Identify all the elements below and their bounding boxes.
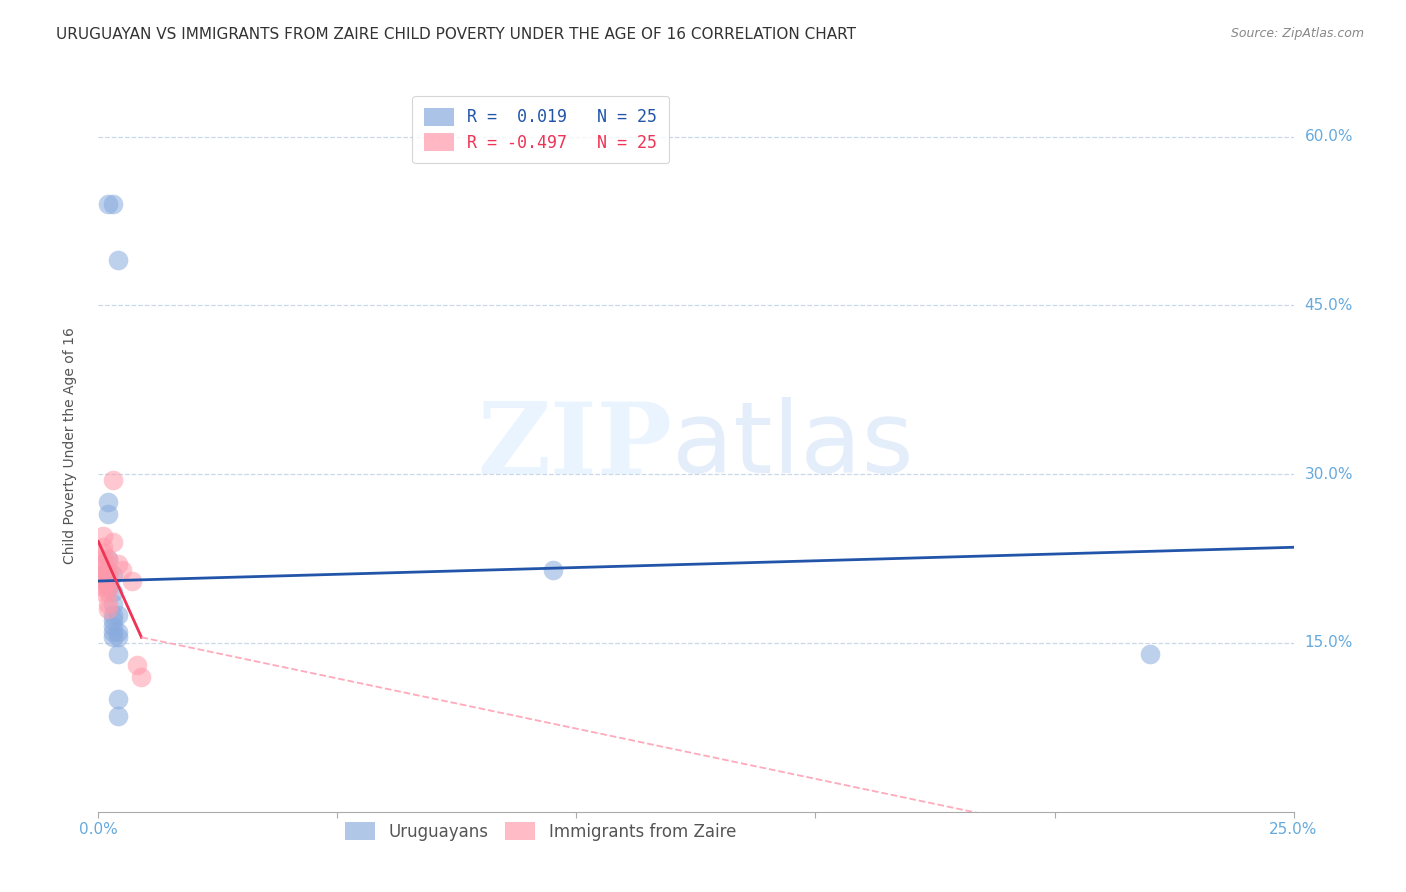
Point: [97, 580, 120, 594]
Point: [91, 585, 114, 599]
Point: [121, 574, 143, 588]
Point: [91, 568, 114, 582]
Point: [97, 580, 120, 594]
Point: [131, 670, 153, 684]
Point: [101, 585, 124, 599]
Point: [101, 619, 124, 633]
Point: [101, 197, 124, 211]
Point: [1139, 647, 1161, 661]
Point: [97, 563, 120, 577]
Point: [107, 692, 129, 706]
Point: [97, 507, 120, 521]
Text: URUGUAYAN VS IMMIGRANTS FROM ZAIRE CHILD POVERTY UNDER THE AGE OF 16 CORRELATION: URUGUAYAN VS IMMIGRANTS FROM ZAIRE CHILD…: [56, 27, 856, 42]
Point: [91, 541, 114, 555]
Point: [101, 614, 124, 628]
Text: 60.0%: 60.0%: [1305, 129, 1353, 144]
Legend: Uruguayans, Immigrants from Zaire: Uruguayans, Immigrants from Zaire: [339, 815, 742, 847]
Point: [97, 197, 120, 211]
Point: [101, 473, 124, 487]
Point: [91, 546, 114, 560]
Point: [107, 557, 129, 571]
Point: [101, 630, 124, 644]
Point: [97, 602, 120, 616]
Point: [97, 551, 120, 566]
Point: [97, 568, 120, 582]
Point: [111, 563, 134, 577]
Point: [107, 607, 129, 622]
Point: [101, 568, 124, 582]
Point: [97, 568, 120, 582]
Point: [91, 551, 114, 566]
Point: [91, 568, 114, 582]
Point: [91, 563, 114, 577]
Point: [91, 557, 114, 571]
Text: 30.0%: 30.0%: [1305, 467, 1353, 482]
Point: [101, 534, 124, 549]
Point: [97, 495, 120, 509]
Point: [107, 647, 129, 661]
Point: [97, 585, 120, 599]
Point: [97, 574, 120, 588]
Point: [541, 563, 564, 577]
Point: [107, 709, 129, 723]
Point: [91, 574, 114, 588]
Point: [125, 658, 148, 673]
Text: 45.0%: 45.0%: [1305, 298, 1353, 313]
Point: [97, 551, 120, 566]
Point: [107, 253, 129, 268]
Point: [107, 624, 129, 639]
Point: [91, 580, 114, 594]
Point: [91, 529, 114, 543]
Text: 15.0%: 15.0%: [1305, 635, 1353, 650]
Text: ZIP: ZIP: [477, 398, 672, 494]
Y-axis label: Child Poverty Under the Age of 16: Child Poverty Under the Age of 16: [63, 327, 77, 565]
Point: [97, 597, 120, 611]
Point: [107, 630, 129, 644]
Point: [101, 624, 124, 639]
Point: [101, 607, 124, 622]
Text: atlas: atlas: [672, 398, 914, 494]
Text: Source: ZipAtlas.com: Source: ZipAtlas.com: [1230, 27, 1364, 40]
Point: [101, 597, 124, 611]
